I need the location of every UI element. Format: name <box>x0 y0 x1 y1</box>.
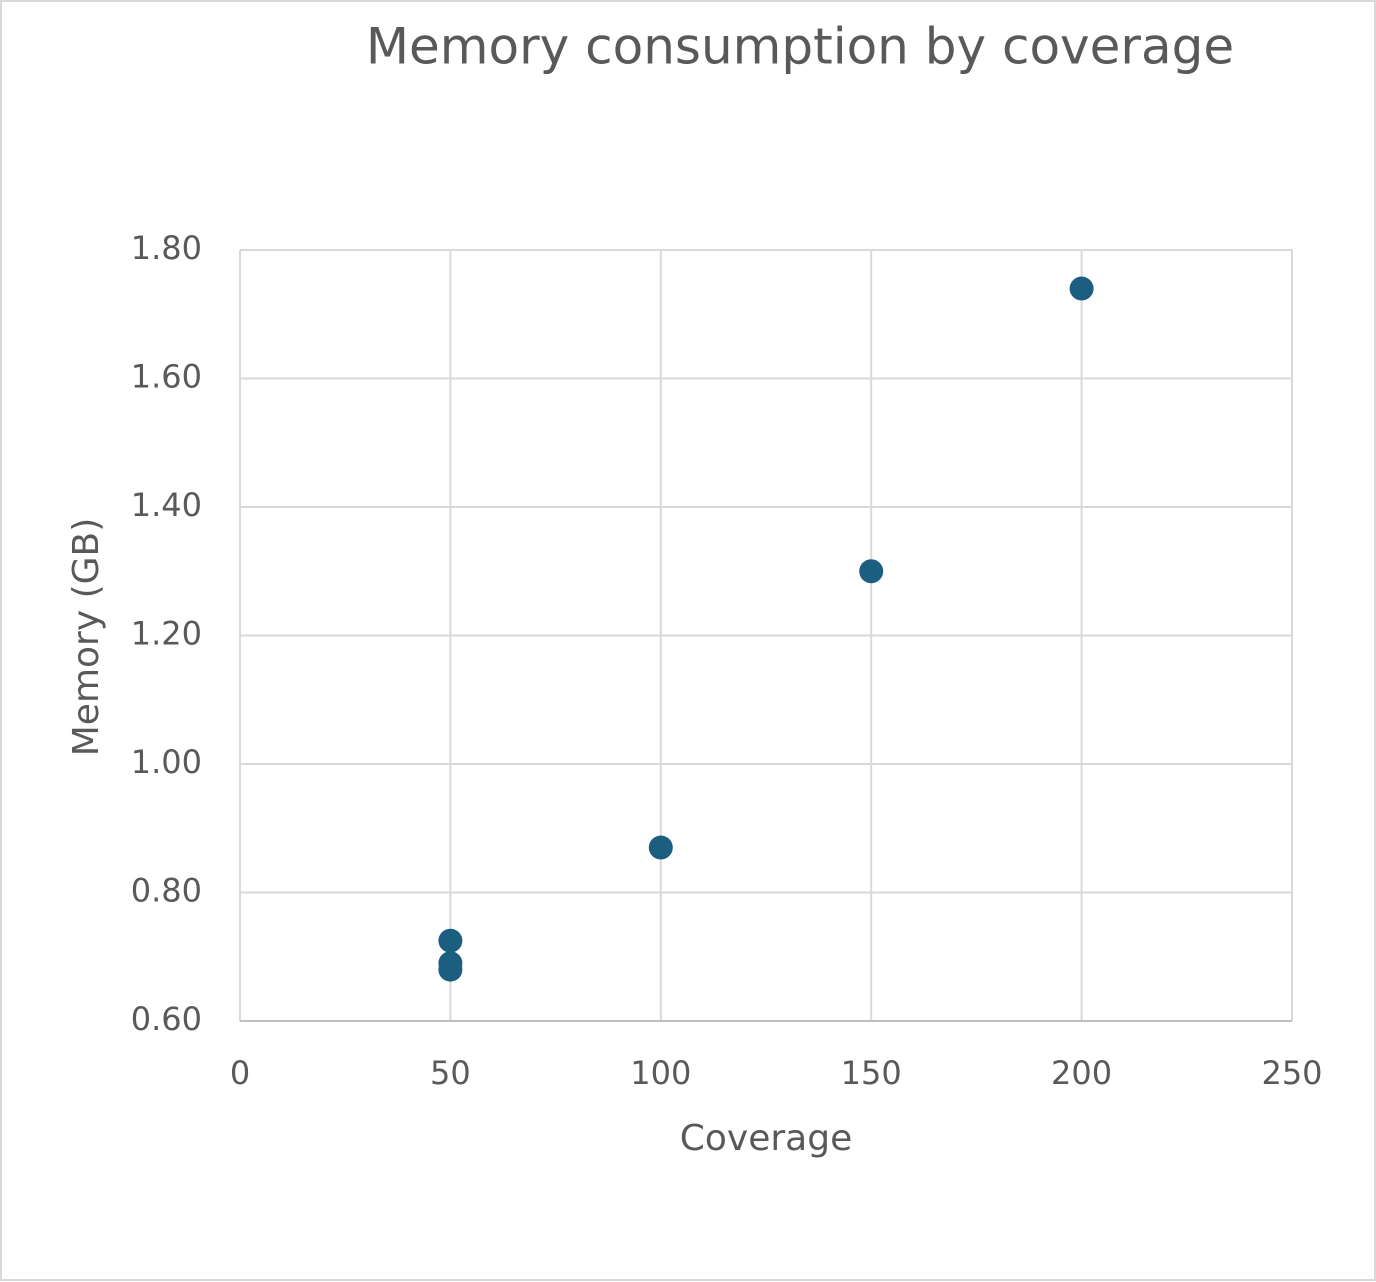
y-tick-label: 1.20 <box>131 615 202 653</box>
data-point <box>1069 276 1094 301</box>
x-tick-label: 150 <box>841 1054 902 1092</box>
y-axis-label: Memory (GB) <box>66 518 107 757</box>
x-tick-label: 200 <box>1051 1054 1112 1092</box>
y-tick-label: 1.60 <box>131 358 202 396</box>
x-tick-label: 100 <box>630 1054 691 1092</box>
y-tick-label: 1.80 <box>131 229 202 267</box>
x-axis-label: Coverage <box>680 1118 852 1159</box>
data-point <box>648 835 673 860</box>
x-tick-label: 0 <box>230 1054 250 1092</box>
x-tick-label: 250 <box>1261 1054 1322 1092</box>
y-tick-label: 1.40 <box>131 486 202 524</box>
y-tick-label: 0.80 <box>131 872 202 910</box>
data-point <box>859 559 884 584</box>
y-tick-label: 0.60 <box>131 1000 202 1038</box>
y-tick-label: 1.00 <box>131 743 202 781</box>
data-point <box>438 957 463 982</box>
x-tick-label: 50 <box>430 1054 471 1092</box>
chart-title: Memory consumption by coverage <box>366 18 1234 76</box>
data-point <box>438 928 463 953</box>
